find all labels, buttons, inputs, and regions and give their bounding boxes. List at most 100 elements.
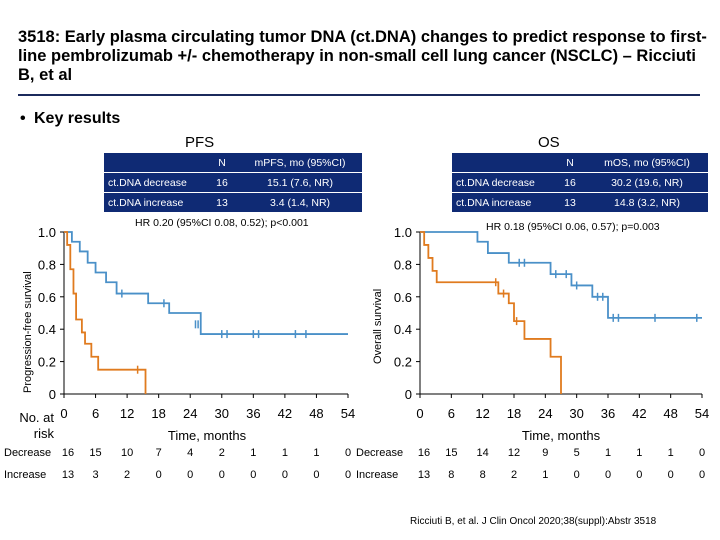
pfs-row-n: 16 [206, 172, 238, 193]
pfs-risk-value: 2 [124, 469, 130, 481]
pfs-row-n: 13 [206, 192, 238, 212]
pfs-header-median: mPFS, mo (95%CI) [238, 153, 362, 173]
pfs-risk-value: 1 [250, 447, 256, 459]
pfs-risk-value: 0 [156, 469, 162, 481]
os-header-blank [452, 153, 554, 173]
pfs-decrease-curve [64, 231, 348, 335]
citation: Ricciuti B, et al. J Clin Oncol 2020;38(… [410, 516, 657, 527]
pfs-x-tick-label: 48 [309, 406, 323, 421]
os-risk-value: 1 [668, 447, 674, 459]
pfs-panel-title: PFS [185, 134, 215, 151]
os-risk-value: 9 [542, 447, 548, 459]
os-risk-value: 1 [605, 447, 611, 459]
os-risk-value: 8 [448, 469, 454, 481]
pfs-hazard-ratio: HR 0.20 (95%CI 0.08, 0.52); p<0.001 [135, 217, 309, 229]
os-row-label: ct.DNA increase [452, 192, 554, 212]
pfs-x-tick-label: 0 [60, 406, 67, 421]
pfs-x-tick-label: 6 [92, 406, 99, 421]
os-decrease-curve [420, 231, 702, 319]
os-risk-value: 16 [418, 447, 430, 459]
os-x-tick-label: 54 [695, 406, 709, 421]
pfs-row-median: 3.4 (1.4, NR) [238, 192, 362, 212]
pfs-increase-curve [64, 231, 147, 394]
pfs-x-tick-label: 12 [120, 406, 134, 421]
table-row: ct.DNA decrease 16 30.2 (19.6, NR) [452, 172, 708, 193]
os-risk-value: 0 [574, 469, 580, 481]
os-x-tick-label: 30 [569, 406, 583, 421]
os-row-median: 30.2 (19.6, NR) [586, 172, 708, 193]
os-risk-value: 0 [699, 469, 705, 481]
slide-title: 3518: Early plasma circulating tumor DNA… [18, 28, 707, 84]
no-at-risk-label: No. at risk [19, 410, 54, 441]
os-header-n: N [554, 153, 586, 173]
os-risk-value: 15 [445, 447, 457, 459]
os-y-tick-label: 0.4 [394, 322, 412, 337]
os-y-tick-label: 0.8 [394, 257, 412, 272]
os-risk-row-label: Increase [356, 469, 398, 481]
os-risk-value: 1 [542, 469, 548, 481]
pfs-row-label: ct.DNA increase [104, 192, 206, 212]
os-x-tick-label: 6 [448, 406, 455, 421]
pfs-table-header: N mPFS, mo (95%CI) [104, 153, 362, 173]
pfs-header-blank [104, 153, 206, 173]
os-risk-value: 0 [605, 469, 611, 481]
pfs-risk-value: 16 [62, 447, 74, 459]
key-results-bullet: • Key results [20, 110, 120, 128]
os-increase-curve [420, 231, 562, 394]
pfs-x-tick-label: 24 [183, 406, 197, 421]
pfs-risk-value: 3 [92, 469, 98, 481]
pfs-row-label: ct.DNA decrease [104, 172, 206, 193]
pfs-risk-value: 2 [219, 447, 225, 459]
pfs-y-tick-label: 0.2 [38, 355, 56, 370]
os-risk-value: 5 [574, 447, 580, 459]
no-at-risk-line2: risk [34, 426, 55, 441]
pfs-risk-value: 0 [313, 469, 319, 481]
no-at-risk-line1: No. at [19, 410, 54, 425]
os-risk-value: 14 [477, 447, 489, 459]
table-row: ct.DNA increase 13 3.4 (1.4, NR) [104, 192, 362, 212]
pfs-y-tick-label: 0 [49, 387, 56, 402]
os-row-n: 16 [554, 172, 586, 193]
pfs-risk-value: 0 [345, 447, 351, 459]
os-summary-table: N mOS, mo (95%CI) ct.DNA decrease 16 30.… [452, 153, 708, 212]
os-risk-value: 0 [668, 469, 674, 481]
pfs-x-tick-label: 42 [278, 406, 292, 421]
pfs-risk-value: 0 [345, 469, 351, 481]
key-results-label: Key results [34, 110, 121, 127]
pfs-header-n: N [206, 153, 238, 173]
os-table-header: N mOS, mo (95%CI) [452, 153, 708, 173]
os-risk-value: 13 [418, 469, 430, 481]
os-y-tick-label: 0 [405, 387, 412, 402]
pfs-risk-row-label: Increase [4, 469, 46, 481]
pfs-risk-value: 0 [219, 469, 225, 481]
os-row-median: 14.8 (3.2, NR) [586, 192, 708, 212]
pfs-summary-table: N mPFS, mo (95%CI) ct.DNA decrease 16 15… [104, 153, 362, 212]
os-y-tick-label: 1.0 [394, 225, 412, 240]
os-risk-row-label: Decrease [356, 447, 403, 459]
pfs-y-tick-label: 1.0 [38, 225, 56, 240]
pfs-risk-row-label: Decrease [4, 447, 51, 459]
os-row-label: ct.DNA decrease [452, 172, 554, 193]
os-panel-title: OS [538, 134, 560, 151]
os-risk-value: 0 [699, 447, 705, 459]
pfs-x-tick-label: 54 [341, 406, 355, 421]
os-risk-value: 8 [480, 469, 486, 481]
os-risk-value: 2 [511, 469, 517, 481]
os-x-tick-label: 36 [601, 406, 615, 421]
pfs-x-tick-label: 18 [151, 406, 165, 421]
pfs-y-tick-label: 0.8 [38, 257, 56, 272]
pfs-risk-value: 1 [313, 447, 319, 459]
os-x-tick-label: 24 [538, 406, 552, 421]
pfs-x-tick-label: 30 [215, 406, 229, 421]
os-header-median: mOS, mo (95%CI) [586, 153, 708, 173]
pfs-risk-value: 15 [89, 447, 101, 459]
table-row: ct.DNA decrease 16 15.1 (7.6, NR) [104, 172, 362, 193]
pfs-row-median: 15.1 (7.6, NR) [238, 172, 362, 193]
os-x-tick-label: 12 [475, 406, 489, 421]
os-x-tick-label: 48 [663, 406, 677, 421]
pfs-x-tick-label: 36 [246, 406, 260, 421]
pfs-x-axis-label: Time, months [168, 428, 247, 443]
os-x-tick-label: 18 [507, 406, 521, 421]
os-risk-value: 1 [636, 447, 642, 459]
